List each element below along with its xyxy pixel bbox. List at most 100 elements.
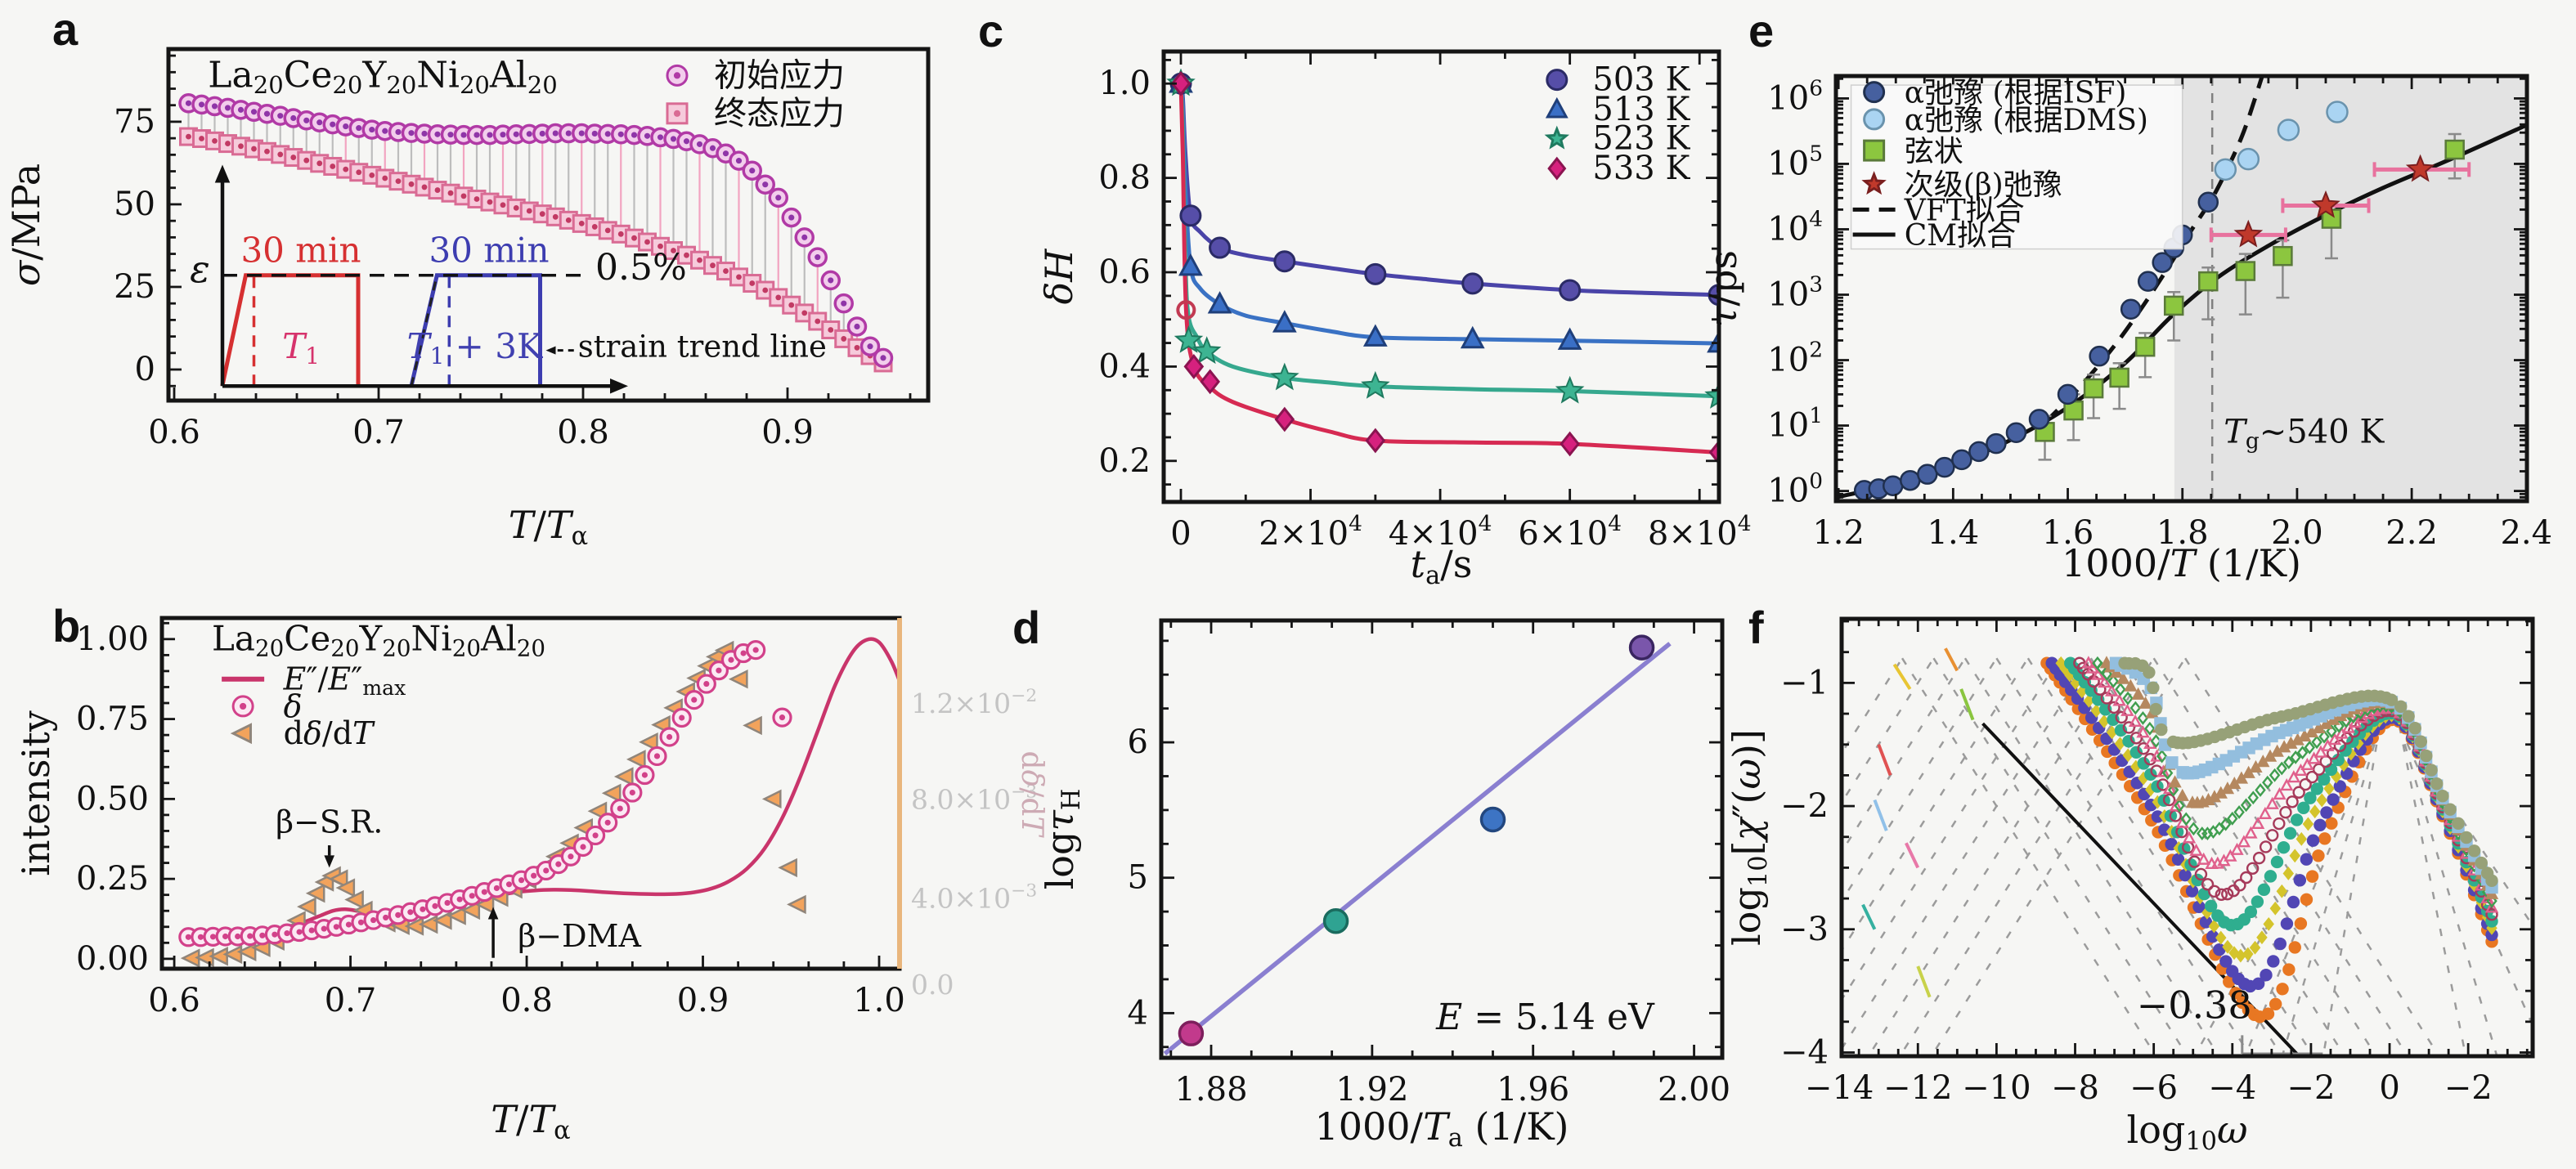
svg-text:1.88: 1.88 <box>1174 1071 1247 1109</box>
panel-e-plot-area <box>1836 76 2527 501</box>
svg-text:5: 5 <box>1128 859 1148 897</box>
panel-d-chart: 1.88 1.92 1.96 2.00 4 5 6 1000/Ta (1/K) logτH E =… <box>1038 618 1730 1153</box>
svg-text:1.92: 1.92 <box>1335 1071 1408 1109</box>
svg-text:2.2: 2.2 <box>2385 514 2438 552</box>
svg-text:0.8: 0.8 <box>557 414 609 451</box>
svg-text:1.2×10−2: 1.2×10−2 <box>911 686 1037 719</box>
svg-text:6: 6 <box>1128 723 1148 761</box>
svg-text:弦状: 弦状 <box>1905 135 1963 168</box>
panel-b-chart: 0.6 0.7 0.8 0.9 1.0 0.00 0.25 0.50 0.75 1.00 0.0 4.… <box>14 616 1048 1145</box>
svg-text:终态应力: 终态应力 <box>714 95 845 132</box>
svg-text:0.7: 0.7 <box>352 414 405 451</box>
svg-text:0.00: 0.00 <box>76 940 149 978</box>
svg-text:0.75: 0.75 <box>76 701 149 738</box>
svg-text:E″/E″max: E″/E″max <box>283 661 406 701</box>
svg-text:8.0×10−3: 8.0×10−3 <box>911 782 1037 815</box>
svg-text:σ/MPa: σ/MPa <box>4 163 48 286</box>
panel-d-axes: 1.88 1.92 1.96 2.00 4 5 6 1000/Ta (1/K) logτH <box>1038 620 1730 1153</box>
svg-text:dδ/dT: dδ/dT <box>284 715 375 751</box>
svg-text:T1 + 3K: T1 + 3K <box>407 326 544 370</box>
svg-text:ta/s: ta/s <box>1411 542 1473 590</box>
svg-text:2.00: 2.00 <box>1658 1071 1730 1109</box>
svg-text:102: 102 <box>1767 338 1823 379</box>
svg-text:1000/T (1/K): 1000/T (1/K) <box>2062 541 2301 585</box>
svg-text:E = 5.14 eV: E = 5.14 eV <box>1435 997 1655 1038</box>
svg-text:α弛豫 (根据DMS): α弛豫 (根据DMS) <box>1905 104 2148 137</box>
svg-text:0.6: 0.6 <box>1098 253 1151 291</box>
svg-text:初始应力: 初始应力 <box>714 56 845 94</box>
panel-d-plot-area <box>1163 634 1672 1056</box>
svg-text:0.6: 0.6 <box>148 982 200 1019</box>
svg-text:strain trend line: strain trend line <box>578 329 827 365</box>
svg-text:513 K: 513 K <box>1592 91 1690 128</box>
svg-text:0: 0 <box>135 351 155 388</box>
svg-text:1.2: 1.2 <box>1812 514 1865 552</box>
svg-text:2.4: 2.4 <box>2500 514 2552 552</box>
svg-text:−3: −3 <box>1780 911 1829 948</box>
svg-text:100: 100 <box>1767 468 1823 510</box>
svg-text:50: 50 <box>114 186 155 223</box>
svg-text:Tg~540 K: Tg~540 K <box>2224 413 2385 454</box>
panel-c-plot-area <box>1166 68 1719 465</box>
svg-text:1.6: 1.6 <box>2042 514 2094 552</box>
svg-text:ε: ε <box>190 247 210 291</box>
panel-letter-b: b <box>52 600 81 652</box>
svg-text:503 K: 503 K <box>1592 61 1690 99</box>
svg-text:105: 105 <box>1767 141 1823 183</box>
svg-text:dδ/dT: dδ/dT <box>1015 751 1048 839</box>
svg-text:0.7: 0.7 <box>325 982 377 1019</box>
svg-text:4×104: 4×104 <box>1389 511 1492 553</box>
svg-text:2×104: 2×104 <box>1259 511 1362 553</box>
svg-text:0.25: 0.25 <box>76 860 149 898</box>
panel-letter-a: a <box>52 3 79 55</box>
svg-text:0.2: 0.2 <box>1098 442 1151 480</box>
panel-f-chart: −14 −12 −10 −8 −6 −4 −2 0 −2−1−2−3−4log10ωlog10[… <box>1725 616 2535 1156</box>
svg-text:−12: −12 <box>1883 1069 1952 1107</box>
panel-letter-f: f <box>1748 602 1764 653</box>
svg-text:0.8: 0.8 <box>500 982 553 1019</box>
panel-a-frame <box>166 47 931 403</box>
svg-text:β−DMA: β−DMA <box>518 918 641 954</box>
svg-text:0.6: 0.6 <box>148 414 200 451</box>
svg-text:106: 106 <box>1767 76 1823 118</box>
svg-text:0.0: 0.0 <box>911 969 954 1001</box>
panel-c-axes: 0 2×104 4×104 6×104 8×104 0.2 0.4 0.6 0.8 1.0 ta/s… <box>1037 52 1752 590</box>
svg-text:−8: −8 <box>2051 1069 2099 1107</box>
svg-text:0.8: 0.8 <box>1098 159 1151 197</box>
svg-text:523 K: 523 K <box>1592 120 1690 158</box>
panel-a-chart: 30 min 30 min ε 0.5% T1 T1 + 3K strain trend l… <box>4 47 931 551</box>
svg-text:−2: −2 <box>2444 1069 2493 1107</box>
svg-text:β−S.R.: β−S.R. <box>276 804 383 840</box>
svg-text:−4: −4 <box>1780 1033 1829 1071</box>
svg-text:103: 103 <box>1767 272 1823 314</box>
svg-text:CM拟合: CM拟合 <box>1905 219 2016 253</box>
svg-text:2.0: 2.0 <box>2271 514 2323 552</box>
panel-f-axes: −14 −12 −10 −8 −6 −4 −2 0 −2−1−2−3−4log10ωlog10[… <box>1725 619 2533 1156</box>
panel-b-frame <box>159 616 902 971</box>
panel-f-plot-area <box>1842 647 2533 1056</box>
svg-text:logτH: logτH <box>1038 789 1086 890</box>
svg-text:δH: δH <box>1037 249 1081 305</box>
svg-text:δ: δ <box>284 688 303 724</box>
svg-text:1.96: 1.96 <box>1497 1071 1569 1109</box>
panel-d-frame <box>1159 618 1725 1060</box>
svg-text:30 min: 30 min <box>429 231 549 271</box>
panel-letter-d: d <box>1012 602 1041 653</box>
svg-text:1.4: 1.4 <box>1928 514 1980 552</box>
svg-text:0.4: 0.4 <box>1098 347 1151 385</box>
svg-text:1.00: 1.00 <box>76 620 149 658</box>
svg-text:−1: −1 <box>1780 664 1829 701</box>
svg-text:T/Tα: T/Tα <box>491 1097 570 1145</box>
svg-text:0.9: 0.9 <box>677 982 729 1019</box>
panel-b-axes: 0.6 0.7 0.8 0.9 1.0 0.00 0.25 0.50 0.75 1.00 0.0 4.… <box>14 620 1048 1145</box>
svg-text:0.50: 0.50 <box>76 780 149 817</box>
svg-text:4: 4 <box>1128 994 1148 1032</box>
svg-text:−2: −2 <box>1780 787 1829 825</box>
svg-text:−14: −14 <box>1805 1069 1874 1107</box>
